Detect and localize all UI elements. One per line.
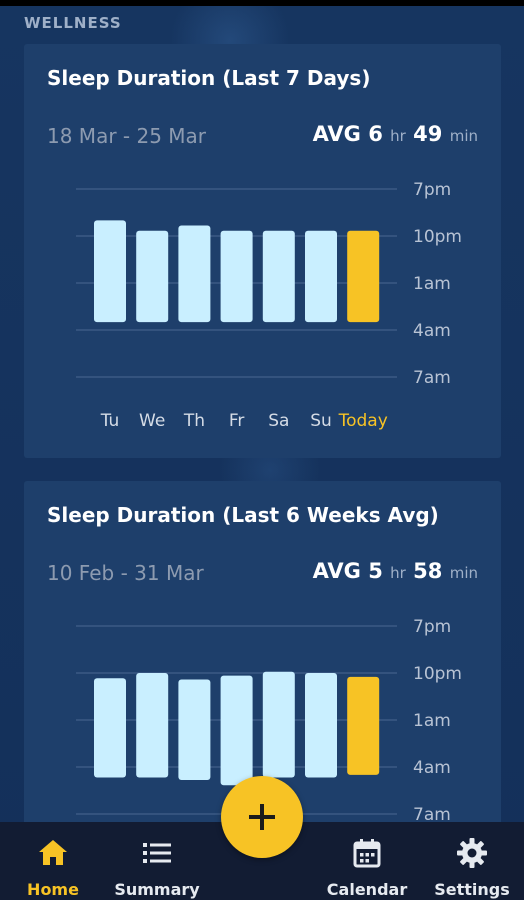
nav-summary[interactable]: Summary	[102, 822, 212, 900]
nav-label: Calendar	[326, 880, 408, 899]
y-tick-label: 10pm	[413, 227, 462, 247]
sleep-bar[interactable]	[262, 671, 295, 778]
date-range: 10 Feb - 31 Mar	[47, 561, 204, 585]
avg-minutes-unit: min	[449, 564, 478, 582]
y-tick-label: 1am	[413, 711, 451, 731]
sleep-bar[interactable]	[262, 230, 295, 323]
y-tick-label: 7am	[413, 805, 451, 825]
card-title: Sleep Duration (Last 6 Weeks Avg)	[47, 503, 439, 527]
avg-minutes: 49	[413, 122, 443, 146]
card-title: Sleep Duration (Last 7 Days)	[47, 66, 371, 90]
x-tick-label: Su	[310, 411, 332, 431]
x-tick-label: Sa	[268, 411, 289, 431]
x-tick-label: Today	[338, 411, 388, 431]
home-icon	[39, 840, 67, 865]
avg-minutes: 58	[413, 559, 443, 583]
x-tick-label: We	[139, 411, 165, 431]
sleep-bar[interactable]	[94, 220, 126, 323]
nav-label: Summary	[114, 880, 200, 899]
sleep-chart-7-days: 7pm 10pm 1am 4am 7am Tu We Th Fr Sa Su Today	[76, 180, 462, 431]
sleep-bar[interactable]	[136, 230, 169, 323]
sleep-bar[interactable]	[220, 675, 253, 786]
average-duration: AVG 6 hr 49 min	[313, 122, 478, 146]
sleep-bar[interactable]	[136, 673, 169, 778]
list-icon	[143, 843, 171, 863]
sleep-chart-6-weeks: 7pm 10pm 1am 4am 7am	[76, 617, 462, 825]
avg-minutes-unit: min	[449, 127, 478, 145]
avg-hours: 5	[368, 559, 383, 583]
nav-home[interactable]: Home	[0, 822, 108, 900]
average-duration: AVG 5 hr 58 min	[313, 559, 478, 583]
calendar-icon	[353, 839, 381, 868]
avg-hours: 6	[368, 122, 383, 146]
y-tick-label: 7pm	[413, 617, 451, 637]
sleep-bar[interactable]	[305, 673, 337, 778]
avg-prefix: AVG	[312, 122, 361, 146]
sleep-bar[interactable]	[94, 678, 126, 778]
nav-settings[interactable]: Settings	[417, 822, 524, 900]
sleep-bar[interactable]	[305, 230, 337, 323]
sleep-bar[interactable]	[178, 225, 211, 323]
plus-icon	[249, 804, 275, 830]
sleep-bar[interactable]	[347, 676, 380, 775]
date-range: 18 Mar - 25 Mar	[47, 124, 207, 148]
y-tick-label: 4am	[413, 758, 451, 778]
nav-label: Home	[27, 880, 79, 899]
sleep-duration-7-days-card[interactable]: Sleep Duration (Last 7 Days) 18 Mar - 25…	[24, 44, 501, 458]
x-tick-label: Fr	[229, 411, 245, 431]
status-strip	[0, 0, 524, 6]
y-tick-label: 4am	[413, 321, 451, 341]
avg-prefix: AVG	[312, 559, 361, 583]
gear-icon	[457, 838, 487, 868]
y-tick-label: 10pm	[413, 664, 462, 684]
x-tick-label: Th	[183, 411, 205, 431]
nav-calendar[interactable]: Calendar	[312, 822, 422, 900]
y-tick-label: 7am	[413, 368, 451, 388]
y-tick-label: 1am	[413, 274, 451, 294]
x-tick-label: Tu	[100, 411, 120, 431]
nav-label: Settings	[434, 880, 510, 899]
y-tick-label: 7pm	[413, 180, 451, 200]
section-label: WELLNESS	[24, 14, 122, 32]
avg-hours-unit: hr	[390, 564, 406, 582]
sleep-bar[interactable]	[178, 679, 211, 781]
avg-hours-unit: hr	[390, 127, 406, 145]
add-entry-button[interactable]	[221, 776, 303, 858]
sleep-bar[interactable]	[347, 230, 380, 323]
sleep-bar[interactable]	[220, 230, 253, 323]
